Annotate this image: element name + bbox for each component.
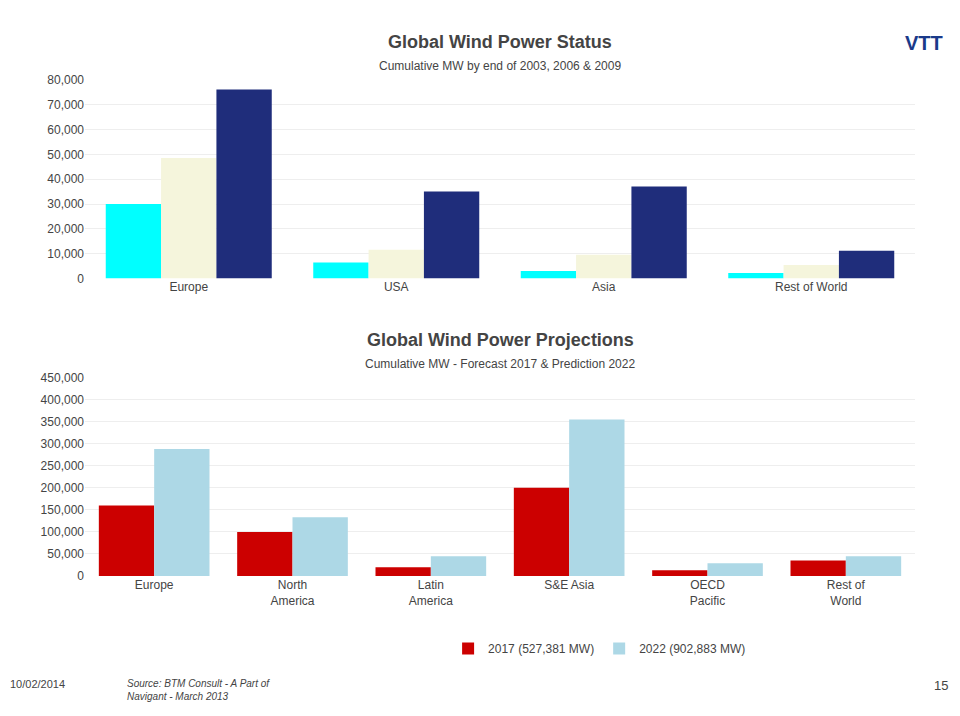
svg-text:250,000: 250,000 [41, 459, 85, 473]
svg-text:S&E Asia: S&E Asia [544, 578, 594, 592]
svg-text:300,000: 300,000 [41, 437, 85, 451]
svg-text:VTT: VTT [905, 32, 943, 54]
svg-text:Rest of World: Rest of World [775, 280, 847, 294]
svg-text:NorthAmerica: NorthAmerica [270, 578, 314, 608]
svg-text:400,000: 400,000 [41, 393, 85, 407]
svg-text:350,000: 350,000 [41, 415, 85, 429]
svg-text:15: 15 [934, 678, 948, 693]
svg-text:50,000: 50,000 [47, 547, 84, 561]
svg-text:20,000: 20,000 [47, 222, 84, 236]
svg-text:80,000: 80,000 [47, 73, 84, 87]
svg-text:10/02/2014: 10/02/2014 [10, 678, 65, 690]
svg-text:10,000: 10,000 [47, 247, 84, 261]
svg-text:40,000: 40,000 [47, 172, 84, 186]
svg-text:Cumulative MW - Forecast 2017: Cumulative MW - Forecast 2017 & Predicti… [365, 357, 635, 371]
svg-text:LatinAmerica: LatinAmerica [409, 578, 453, 608]
svg-text:Europe: Europe [135, 578, 174, 592]
svg-text:USA: USA [384, 280, 409, 294]
svg-text:60,000: 60,000 [47, 123, 84, 137]
svg-text:OECDPacific: OECDPacific [690, 578, 725, 608]
svg-text:0: 0 [77, 569, 84, 583]
svg-text:Europe: Europe [169, 280, 208, 294]
svg-text:150,000: 150,000 [41, 503, 85, 517]
svg-text:70,000: 70,000 [47, 98, 84, 112]
svg-text:100,000: 100,000 [41, 525, 85, 539]
svg-text:200,000: 200,000 [41, 481, 85, 495]
svg-text:2017 (527,381 MW): 2017 (527,381 MW) [488, 642, 594, 656]
svg-text:30,000: 30,000 [47, 197, 84, 211]
svg-text:Rest ofWorld: Rest ofWorld [827, 578, 866, 608]
svg-text:Source: BTM Consult - A Part o: Source: BTM Consult - A Part ofNavigant … [127, 678, 270, 702]
svg-text:Cumulative MW by end of 2003,: Cumulative MW by end of 2003, 2006 & 200… [379, 59, 621, 73]
svg-text:2022 (902,883 MW): 2022 (902,883 MW) [639, 642, 745, 656]
svg-text:0: 0 [77, 272, 84, 286]
svg-text:450,000: 450,000 [41, 371, 85, 385]
svg-text:50,000: 50,000 [47, 148, 84, 162]
svg-text:Global Wind Power Projections: Global Wind Power Projections [367, 330, 634, 350]
svg-text:Asia: Asia [592, 280, 616, 294]
svg-text:Global Wind Power Status: Global Wind Power Status [388, 32, 612, 52]
